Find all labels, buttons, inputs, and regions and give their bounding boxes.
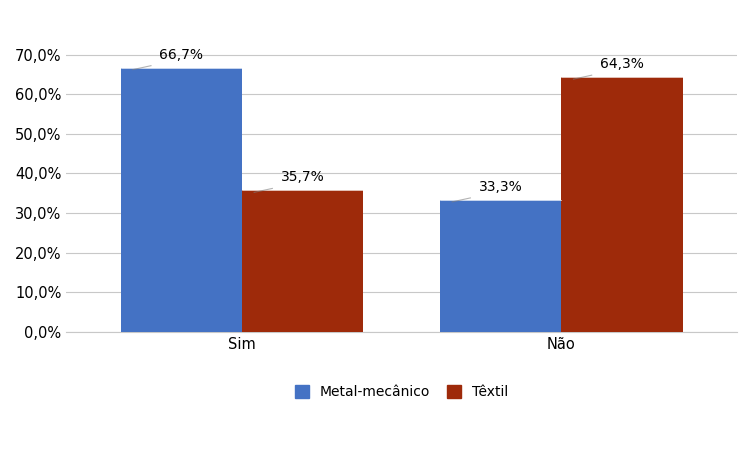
Text: 64,3%: 64,3%	[600, 57, 644, 71]
Bar	[242, 190, 363, 332]
Bar	[561, 77, 683, 332]
Bar	[440, 200, 561, 332]
Text: 66,7%: 66,7%	[159, 48, 203, 62]
Legend: Metal-mecânico, Têxtil: Metal-mecânico, Têxtil	[290, 380, 514, 405]
Text: 33,3%: 33,3%	[479, 180, 523, 194]
Text: 35,7%: 35,7%	[280, 170, 325, 184]
Bar	[120, 68, 242, 332]
